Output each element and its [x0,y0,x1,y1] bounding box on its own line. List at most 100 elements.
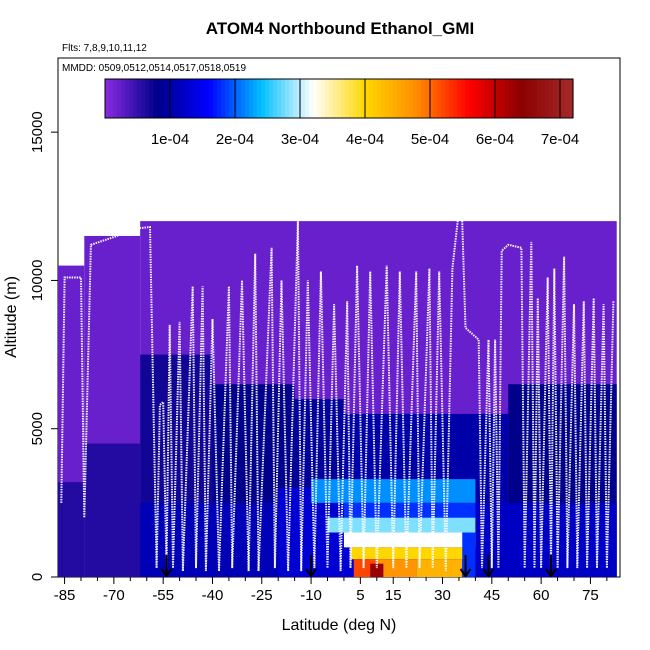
colorbar-segment [125,79,130,118]
colorbar-segment [273,79,278,118]
colorbar-segment [537,79,542,118]
colorbar-segment [385,79,390,118]
colorbar-segment [353,79,358,118]
colorbar-segment [565,79,570,118]
colorbar-segment [433,79,438,118]
colorbar-segment [245,79,250,118]
colorbar-segment [213,79,218,118]
colorbar-segment [173,79,178,118]
x-tick-label: -25 [251,587,273,604]
colorbar-segment [445,79,450,118]
colorbar-segment [449,79,454,118]
flight-arrows [160,555,557,578]
colorbar-segment [517,79,522,118]
y-axis: 0 5000 10000 15000 [29,111,58,581]
colorbar-segment [185,79,190,118]
colorbar-segment [169,79,174,118]
colorbar-segment [349,79,354,118]
colorbar-segment [529,79,534,118]
colorbar-segment [413,79,418,118]
arrow-head [305,568,317,578]
colorbar-segment [425,79,430,118]
colorbar-segment [257,79,262,118]
colorbar-segment [145,79,150,118]
colorbar-segment [345,79,350,118]
heatmap-cell [370,563,384,577]
heatmap-cell [311,479,476,503]
colorbar-segment [321,79,326,118]
x-tick-label: -85 [54,587,76,604]
colorbar-segment [541,79,546,118]
colorbar-segment [521,79,526,118]
colorbar-tick-label: 7e-04 [541,131,579,148]
colorbar-segment [285,79,290,118]
colorbar-segment [221,79,226,118]
colorbar-tick-label: 6e-04 [476,131,514,148]
colorbar-segment [329,79,334,118]
colorbar-segment [269,79,274,118]
colorbar-tick-label: 1e-04 [151,131,189,148]
colorbar-segment [545,79,550,118]
heatmap-cell [416,559,463,577]
colorbar-segment [121,79,126,118]
colorbar-segment [117,79,122,118]
colorbar-segment [333,79,338,118]
colorbar-segment [365,79,370,118]
colorbar-segment [553,79,558,118]
colorbar-segment [105,79,110,118]
y-tick-label: 5000 [29,412,46,445]
colorbar-segment [181,79,186,118]
colorbar-segment [241,79,246,118]
colorbar-segment [229,79,234,118]
x-tick-label: -70 [103,587,125,604]
colorbar-segment [489,79,494,118]
colorbar-segment [261,79,266,118]
colorbar-segment [477,79,482,118]
colorbar-segment [277,79,282,118]
heatmap-cell [350,547,466,560]
colorbar-segment [293,79,298,118]
colorbar-segment [473,79,478,118]
colorbar-segment [377,79,382,118]
x-tick-label: 15 [385,587,402,604]
colorbar-segment [141,79,146,118]
y-tick-label: 0 [29,573,46,581]
colorbar-segment [189,79,194,118]
colorbar-segment [461,79,466,118]
x-tick-label: 60 [533,587,550,604]
colorbar-segment [153,79,158,118]
colorbar-segment [281,79,286,118]
colorbar-segment [509,79,514,118]
x-tick-label: 5 [356,587,364,604]
x-tick-label: 75 [582,587,599,604]
colorbar-segment [557,79,562,118]
colorbar-segment [409,79,414,118]
arrow-head [482,568,495,578]
colorbar-segment [113,79,118,118]
heatmap-cell [58,482,85,577]
dates-subtitle: MMDD: 0509,0512,0514,0517,0518,0519 [62,63,246,74]
colorbar-segment [217,79,222,118]
colorbar-segment [457,79,462,118]
colorbar-segment [237,79,242,118]
colorbar-segment [149,79,154,118]
colorbar-segment [253,79,258,118]
flights-subtitle: Flts: 7,8,9,10,11,12 [62,43,147,54]
colorbar-segment [337,79,342,118]
colorbar-segment [437,79,442,118]
colorbar-segment [109,79,114,118]
colorbar-segment [501,79,506,118]
colorbar-segment [157,79,162,118]
colorbar-segment [485,79,490,118]
colorbar-segment [361,79,366,118]
colorbar-segment [129,79,134,118]
colorbar-segment [201,79,206,118]
colorbar-segment [357,79,362,118]
heatmap-cell [343,502,476,518]
flight-track-line [60,209,615,572]
colorbar-segment [165,79,170,118]
x-tick-label: -10 [300,587,322,604]
y-tick-label: 10000 [29,260,46,302]
colorbar-segment [389,79,394,118]
